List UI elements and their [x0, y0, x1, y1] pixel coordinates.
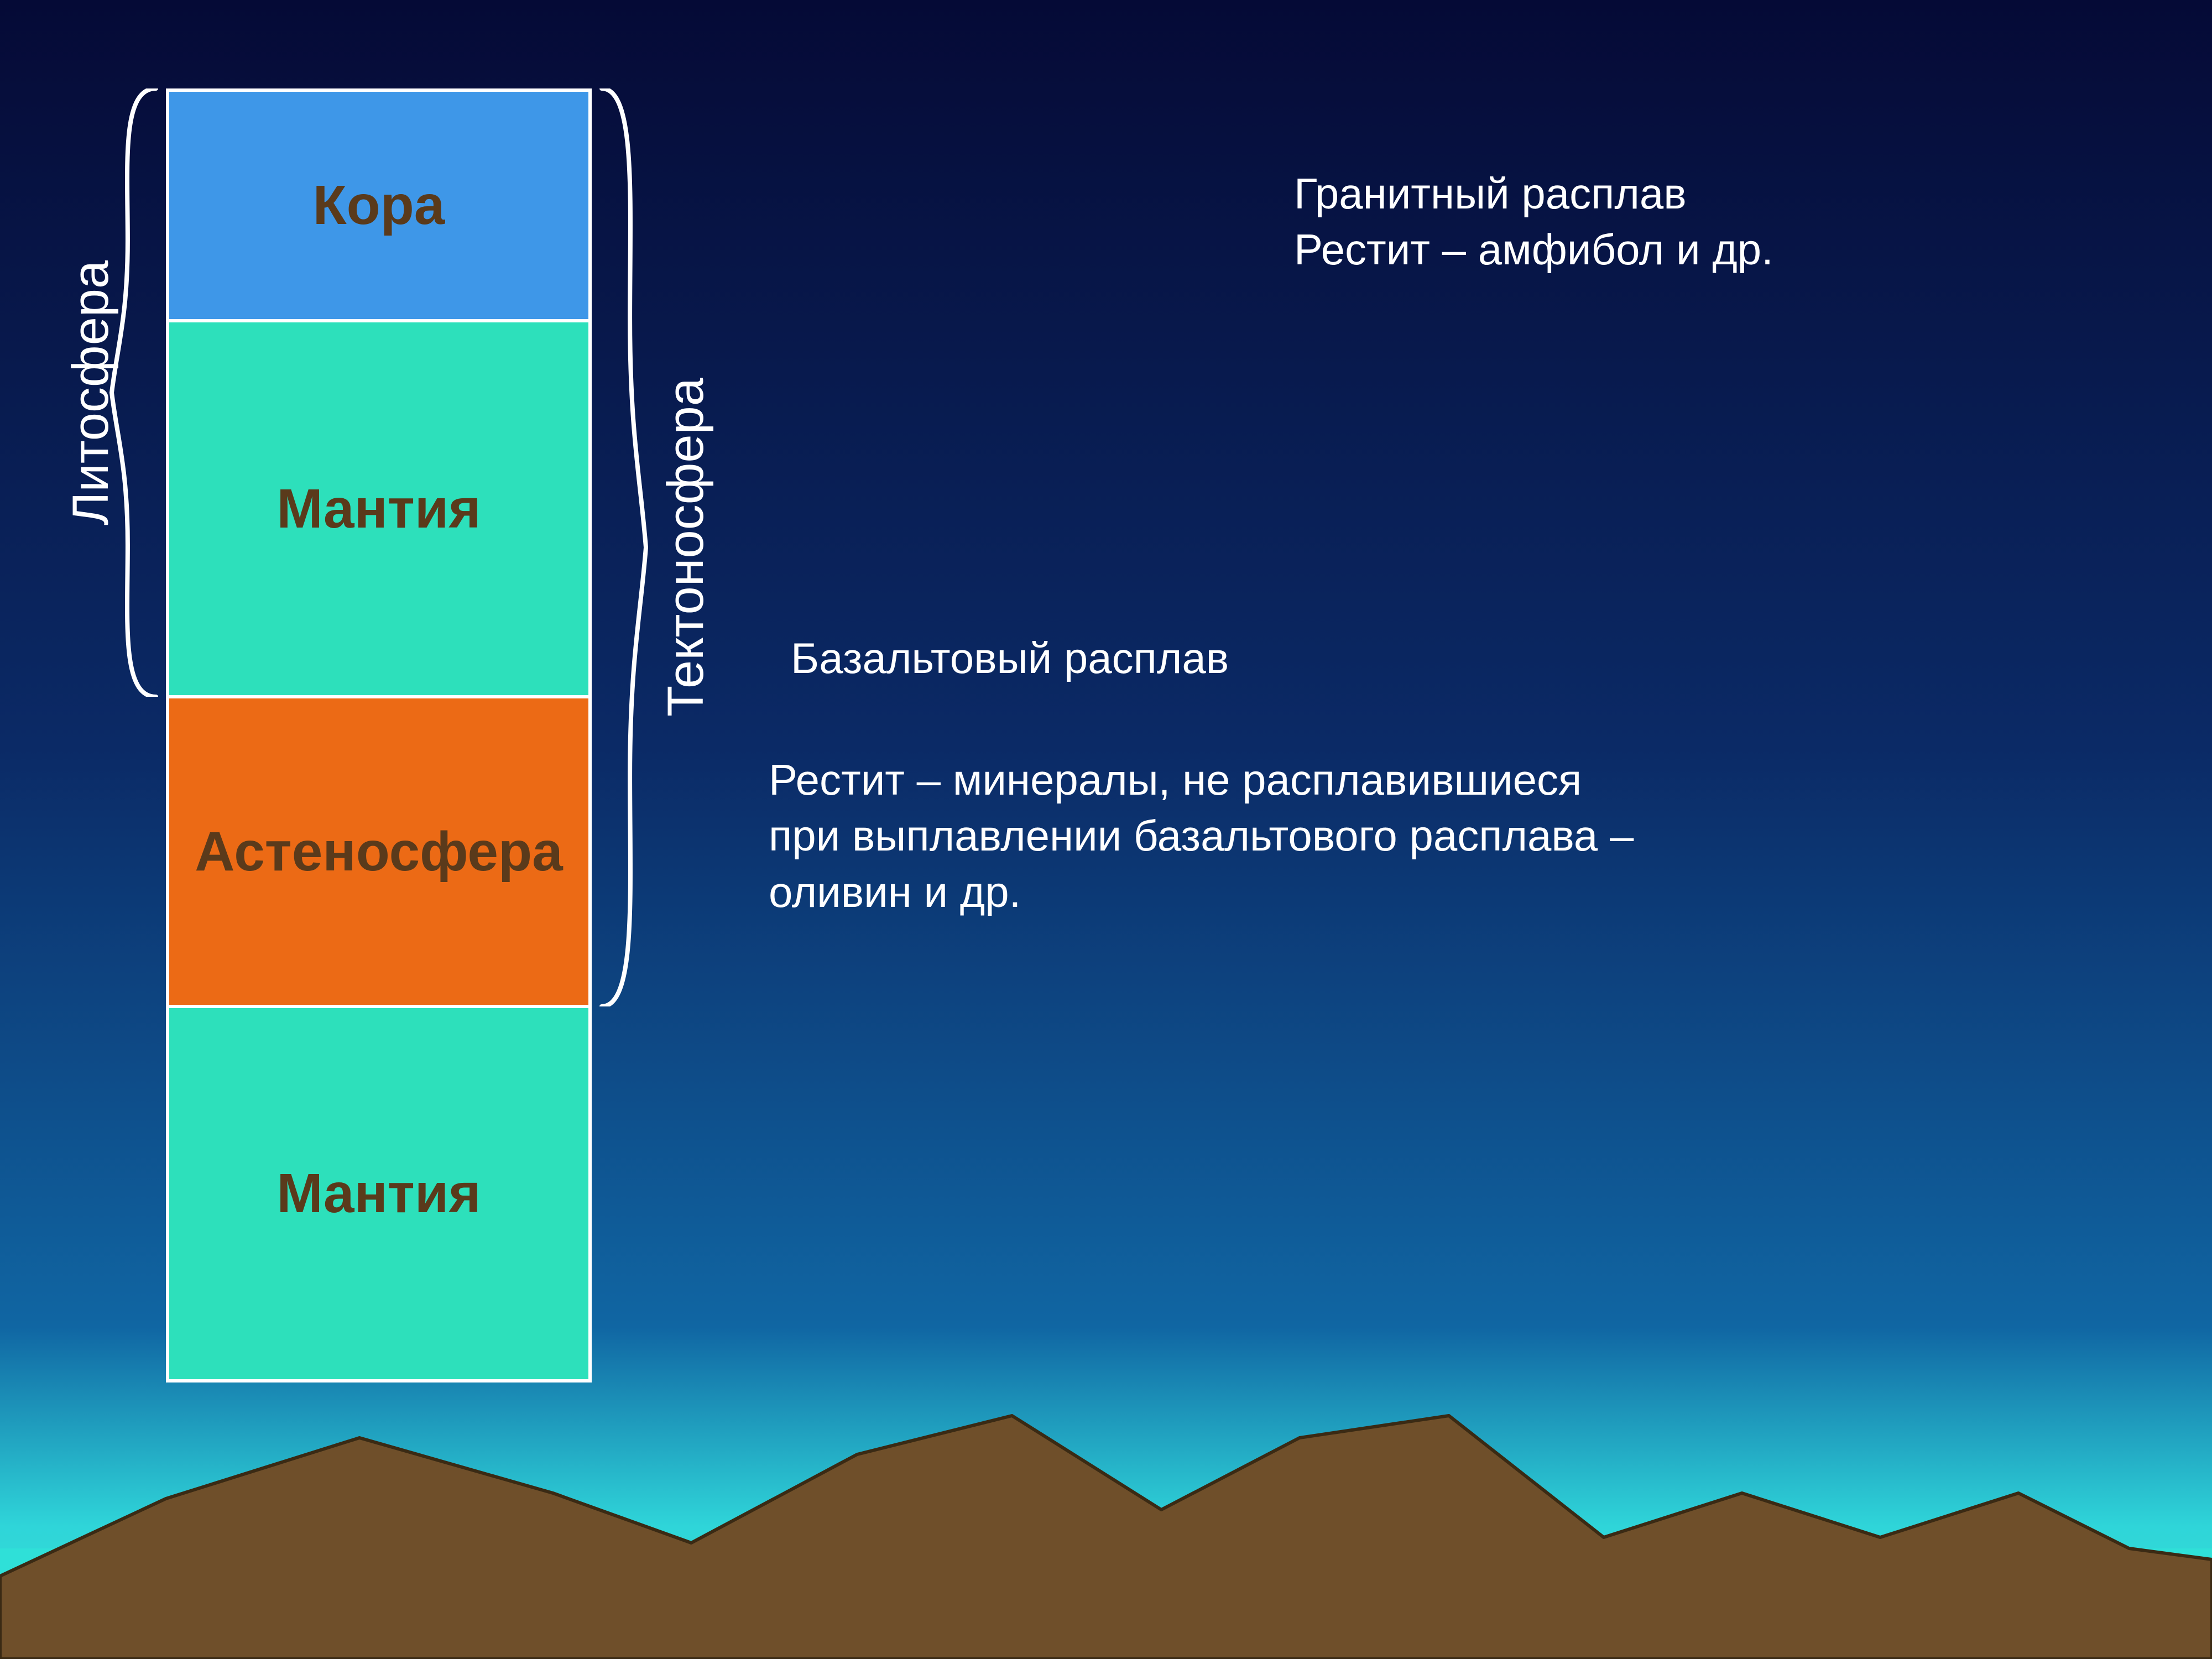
- layer-mantle1-label: Мантия: [276, 477, 481, 541]
- mountains: [0, 1394, 2212, 1659]
- annotation-basalt_desc-line: при выплавлении базальтового расплава –: [769, 808, 1875, 864]
- layer-mantle2: Мантия: [166, 1006, 592, 1383]
- annotation-basalt_title-line: Базальтовый расплав: [791, 630, 1510, 686]
- layer-mantle2-label: Мантия: [276, 1162, 481, 1225]
- annotation-basalt_desc: Рестит – минералы, не расплавившиесяпри …: [769, 752, 1875, 920]
- layer-mantle1: Мантия: [166, 321, 592, 697]
- annotation-basalt_desc-line: оливин и др.: [769, 864, 1875, 920]
- annotation-granite: Гранитный расплавРестит – амфибол и др.: [1294, 166, 2124, 278]
- annotation-basalt_title: Базальтовый расплав: [791, 630, 1510, 686]
- slide-stage: Кора Мантия Астеносфера Мантия Литосфера Тект…: [0, 0, 2212, 1659]
- annotation-basalt_desc-line: Рестит – минералы, не расплавившиеся: [769, 752, 1875, 808]
- layer-astheno-label: Астеносфера: [195, 820, 562, 884]
- bracket-right: [585, 88, 657, 1006]
- annotation-granite-line: Гранитный расплав: [1294, 166, 2124, 222]
- layer-crust: Кора: [166, 88, 592, 321]
- layer-crust-label: Кора: [313, 174, 445, 237]
- layer-astheno: Астеносфера: [166, 697, 592, 1006]
- bracket-right-label: Тектоносфера: [657, 88, 715, 1006]
- annotation-granite-line: Рестит – амфибол и др.: [1294, 222, 2124, 278]
- bracket-left-label: Литосфера: [62, 88, 120, 697]
